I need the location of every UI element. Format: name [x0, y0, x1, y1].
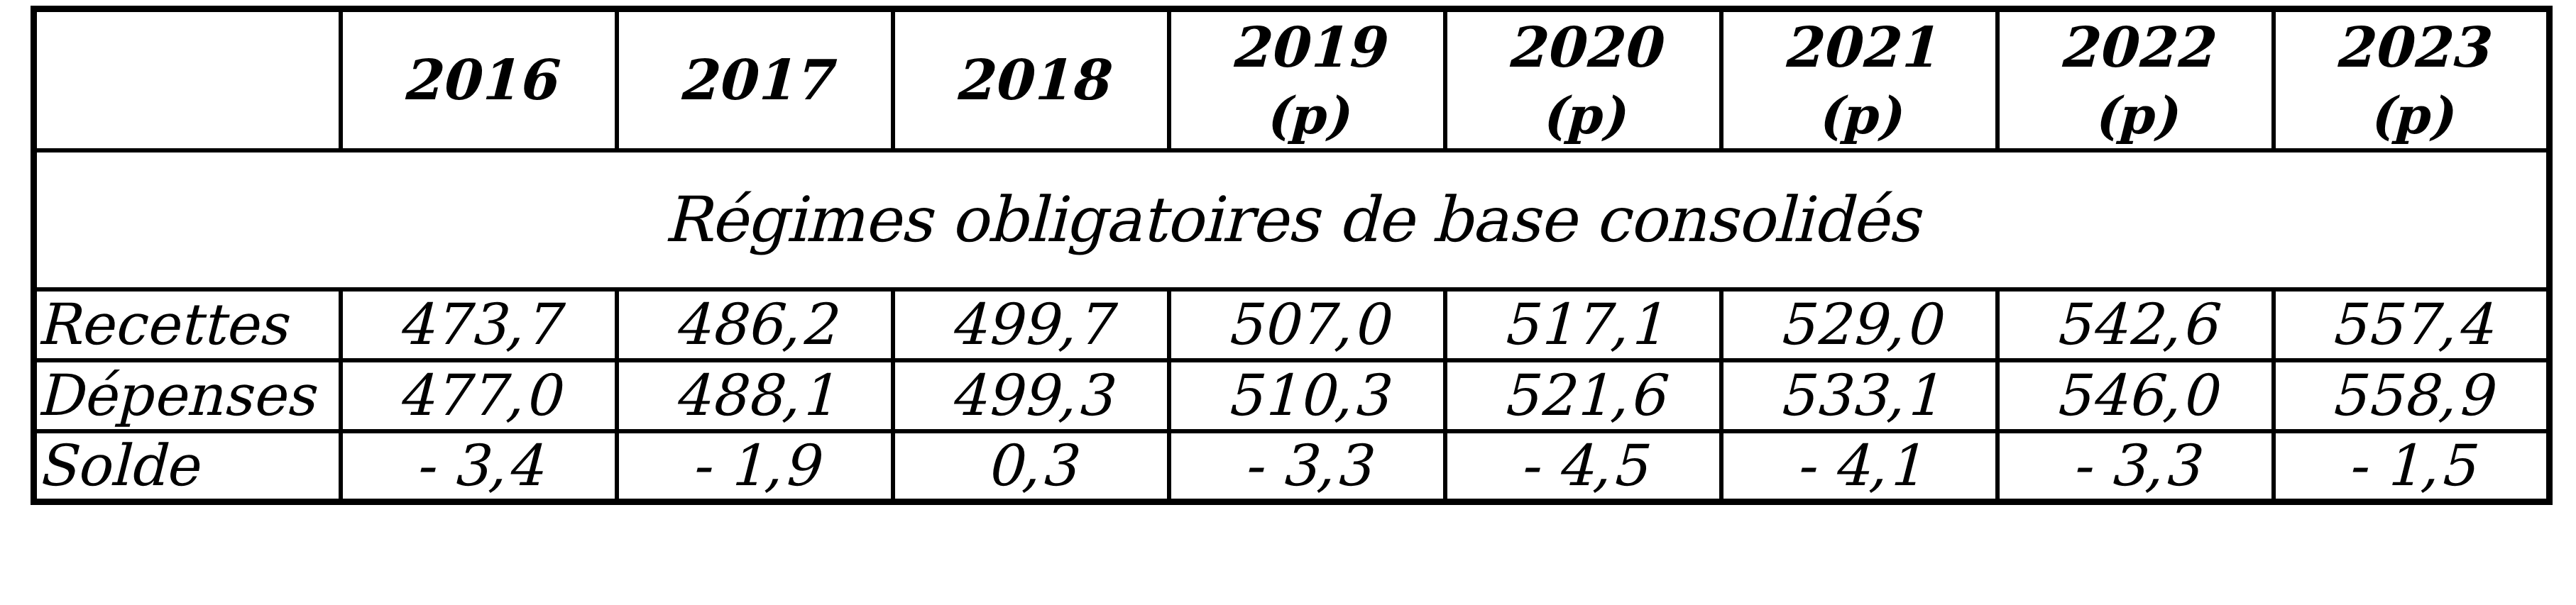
corner-cell	[34, 9, 341, 150]
value-cell: 499,7	[893, 289, 1169, 360]
value-cell: 533,1	[1721, 360, 1997, 431]
section-title: Régimes obligatoires de base consolidés	[34, 150, 2550, 289]
provisional-note: (p)	[2276, 83, 2547, 148]
year-label: 2018	[895, 45, 1167, 116]
row-label: Dépenses	[34, 360, 341, 431]
value-cell: 0,3	[893, 431, 1169, 502]
year-header-2023: 2023 (p)	[2274, 9, 2550, 150]
section-title-row: Régimes obligatoires de base consolidés	[34, 150, 2550, 289]
provisional-note: (p)	[1447, 83, 1719, 148]
value-cell: - 1,9	[617, 431, 893, 502]
year-label: 2020	[1447, 12, 1719, 83]
year-label: 2022	[2000, 12, 2271, 83]
value-cell: - 3,4	[341, 431, 617, 502]
year-header-2022: 2022 (p)	[1997, 9, 2274, 150]
provisional-note: (p)	[1171, 83, 1443, 148]
document-page: 2016 2017 2018 2019 (p) 2020 (p)	[0, 0, 2576, 605]
row-label: Recettes	[34, 289, 341, 360]
value-cell: 488,1	[617, 360, 893, 431]
provisional-note: (p)	[2000, 83, 2271, 148]
year-label: 2021	[1723, 12, 1995, 83]
value-cell: 517,1	[1445, 289, 1721, 360]
year-header-2017: 2017	[617, 9, 893, 150]
value-cell: - 3,3	[1169, 431, 1445, 502]
year-header-2018: 2018	[893, 9, 1169, 150]
provisional-note: (p)	[1723, 83, 1995, 148]
year-header-2019: 2019 (p)	[1169, 9, 1445, 150]
value-cell: - 3,3	[1997, 431, 2274, 502]
value-cell: 473,7	[341, 289, 617, 360]
year-header-2020: 2020 (p)	[1445, 9, 1721, 150]
value-cell: 486,2	[617, 289, 893, 360]
value-cell: - 1,5	[2274, 431, 2550, 502]
row-label: Solde	[34, 431, 341, 502]
table-row-depenses: Dépenses 477,0 488,1 499,3 510,3 521,6 5…	[34, 360, 2550, 431]
year-label: 2023	[2276, 12, 2547, 83]
table-row-solde: Solde - 3,4 - 1,9 0,3 - 3,3 - 4,5 - 4,1 …	[34, 431, 2550, 502]
value-cell: 499,3	[893, 360, 1169, 431]
value-cell: 558,9	[2274, 360, 2550, 431]
consolidated-base-schemes-table: 2016 2017 2018 2019 (p) 2020 (p)	[31, 6, 2553, 505]
value-cell: 510,3	[1169, 360, 1445, 431]
year-label: 2017	[619, 45, 891, 116]
value-cell: 521,6	[1445, 360, 1721, 431]
table-row-recettes: Recettes 473,7 486,2 499,7 507,0 517,1 5…	[34, 289, 2550, 360]
value-cell: 507,0	[1169, 289, 1445, 360]
year-label: 2016	[343, 45, 615, 116]
value-cell: 542,6	[1997, 289, 2274, 360]
year-label: 2019	[1171, 12, 1443, 83]
table-header-row: 2016 2017 2018 2019 (p) 2020 (p)	[34, 9, 2550, 150]
year-header-2016: 2016	[341, 9, 617, 150]
value-cell: - 4,5	[1445, 431, 1721, 502]
value-cell: - 4,1	[1721, 431, 1997, 502]
value-cell: 529,0	[1721, 289, 1997, 360]
value-cell: 557,4	[2274, 289, 2550, 360]
year-header-2021: 2021 (p)	[1721, 9, 1997, 150]
value-cell: 477,0	[341, 360, 617, 431]
value-cell: 546,0	[1997, 360, 2274, 431]
